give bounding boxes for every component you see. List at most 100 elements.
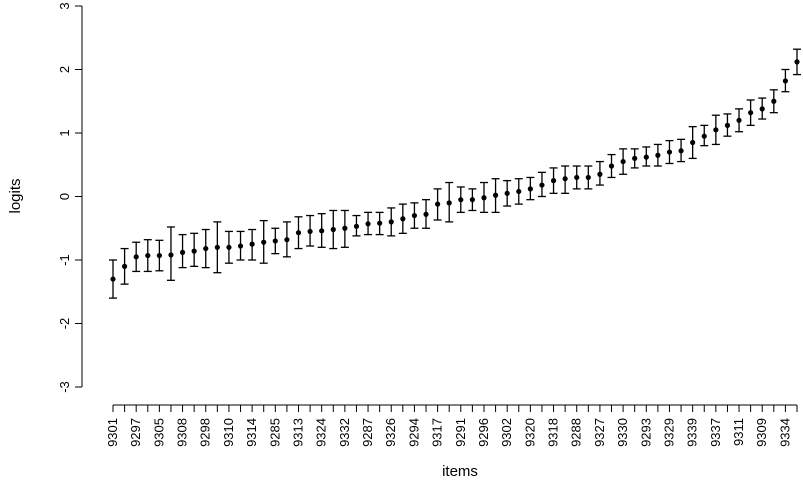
data-point: [388, 219, 394, 225]
data-point: [620, 158, 626, 165]
data-point: [203, 245, 209, 252]
data-point: [701, 133, 707, 139]
x-tick-label: 9318: [546, 418, 561, 447]
data-point: [585, 174, 591, 181]
data-points: [110, 59, 800, 282]
data-point: [782, 78, 789, 84]
x-tick-label: 9337: [708, 418, 723, 447]
data-point: [400, 216, 406, 222]
data-point: [550, 178, 557, 184]
y-tick-label: 1: [57, 129, 72, 136]
x-tick-label: 9301: [105, 418, 120, 447]
data-point: [319, 228, 325, 234]
y-tick-label: -3: [57, 381, 72, 393]
data-point: [191, 248, 197, 254]
x-tick-label: 9330: [615, 418, 630, 447]
data-point: [574, 174, 580, 181]
data-point: [423, 211, 429, 217]
data-point: [133, 254, 139, 260]
y-tick-label: -1: [57, 254, 72, 266]
data-point: [377, 220, 383, 226]
data-point: [469, 197, 475, 203]
data-point: [110, 276, 116, 282]
data-point: [666, 149, 673, 155]
x-tick-label: 9313: [290, 418, 305, 447]
x-tick-label: 9302: [499, 418, 514, 447]
x-tick-label: 9339: [685, 418, 700, 447]
data-point: [678, 148, 684, 154]
data-point: [724, 122, 731, 128]
data-point: [759, 106, 765, 112]
data-point: [632, 155, 638, 161]
x-tick-label: 9311: [731, 418, 746, 446]
data-point: [365, 221, 371, 227]
x-tick-label: 9288: [569, 418, 584, 447]
x-tick-label: 9309: [754, 418, 769, 447]
data-point: [261, 239, 267, 245]
data-point: [597, 171, 603, 177]
data-point: [330, 226, 336, 233]
data-point: [771, 98, 777, 104]
data-point: [446, 200, 452, 206]
x-tick-label: 9326: [383, 418, 398, 447]
data-point: [295, 230, 302, 236]
data-point: [156, 252, 162, 259]
x-tick-label: 9294: [406, 418, 421, 447]
data-point: [713, 127, 719, 133]
y-tick-label: 2: [57, 66, 72, 73]
data-point: [608, 163, 615, 169]
x-tick-label: 9296: [476, 418, 491, 447]
x-tick-label: 9291: [453, 418, 468, 447]
data-point: [307, 228, 313, 235]
x-axis: 9301 9297 9305 9308 9298 9310 9314 9285 9313 9324…: [105, 404, 798, 447]
data-point: [179, 249, 186, 255]
data-point: [481, 195, 487, 201]
data-point: [214, 244, 220, 250]
data-point: [458, 197, 464, 203]
data-point: [492, 192, 499, 198]
x-tick-label: 9310: [221, 418, 236, 447]
x-tick-label: 9305: [151, 418, 166, 447]
data-point: [655, 152, 661, 158]
data-point: [527, 186, 533, 192]
data-point: [272, 238, 278, 244]
x-tick-label: 9320: [522, 418, 537, 447]
y-axis: -3 -2 -1 0 1 2 3: [57, 2, 83, 393]
y-axis-title: logits: [7, 178, 24, 213]
data-point: [643, 154, 649, 160]
data-point: [249, 241, 255, 247]
data-point: [794, 59, 800, 65]
data-point: [168, 252, 174, 258]
data-point: [690, 139, 696, 146]
data-point: [284, 237, 290, 243]
x-tick-label: 9334: [777, 418, 792, 447]
data-point: [353, 223, 360, 229]
data-point: [562, 176, 568, 182]
x-tick-label: 9285: [267, 418, 282, 447]
x-tick-label: 9332: [337, 418, 352, 447]
data-point: [237, 243, 244, 249]
data-point: [516, 188, 522, 195]
x-tick-label: 9324: [314, 418, 329, 447]
x-tick-label: 9293: [638, 418, 653, 447]
x-tick-label: 9314: [244, 418, 259, 447]
y-tick-label: -2: [57, 318, 72, 330]
data-point: [121, 263, 128, 269]
x-tick-label: 9287: [360, 418, 375, 447]
error-bars: [109, 48, 801, 299]
x-tick-label: 9297: [128, 418, 143, 447]
x-tick-label: 9329: [661, 418, 676, 447]
data-point: [226, 244, 232, 250]
x-tick-label: 9327: [592, 418, 607, 447]
x-axis-title: items: [442, 463, 478, 480]
data-point: [748, 110, 754, 116]
data-point: [736, 117, 742, 123]
data-point: [145, 252, 151, 259]
data-point: [504, 190, 510, 196]
y-tick-label: 3: [57, 2, 72, 9]
data-point: [435, 201, 441, 207]
data-point: [411, 212, 418, 219]
x-tick-label: 9298: [198, 418, 213, 447]
y-tick-label: 0: [57, 193, 72, 200]
